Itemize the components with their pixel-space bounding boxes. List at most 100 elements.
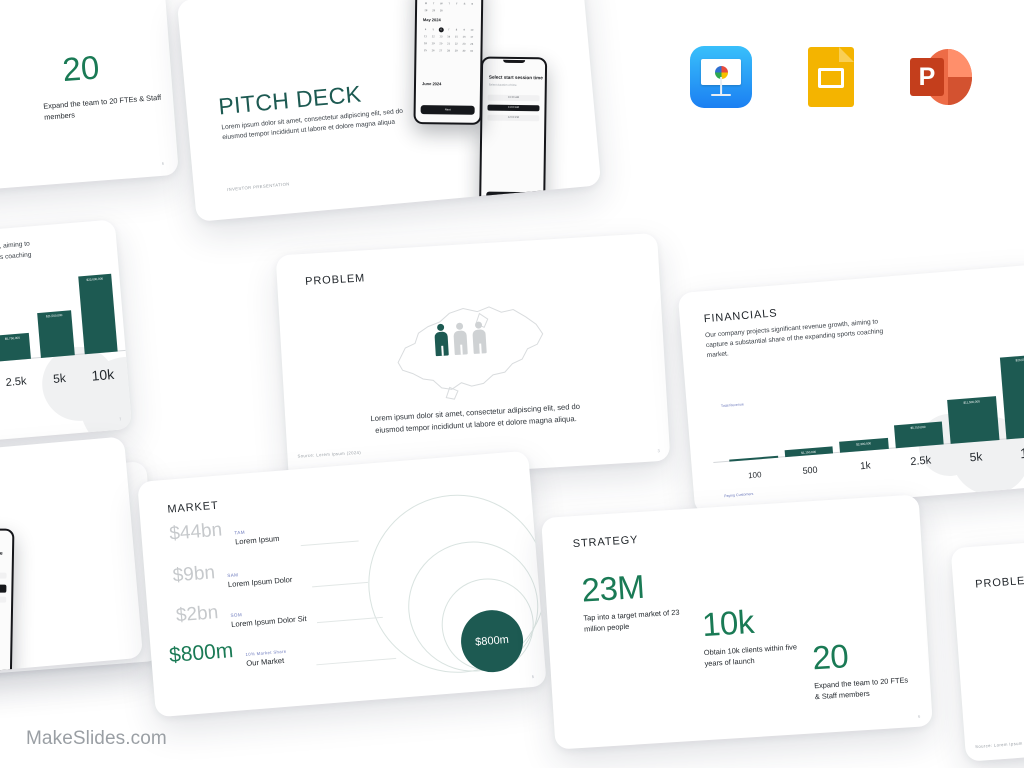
time-option-3[interactable]: 12:00 PM: [487, 114, 540, 122]
day-cell[interactable]: 29: [432, 9, 436, 13]
chart-x-axis-label: Paying Customers: [724, 491, 754, 498]
site-logo[interactable]: MakeSlides.com: [26, 728, 167, 749]
powerpoint-icon[interactable]: P: [910, 46, 972, 108]
phone-mockup-session-time: Select start session time Select duratio…: [0, 527, 15, 682]
day-cell[interactable]: 11: [424, 35, 427, 39]
day-cell[interactable]: 5: [432, 28, 435, 32]
day-cell[interactable]: 23: [462, 42, 466, 46]
day-cell[interactable]: 9: [463, 28, 465, 32]
chart-bars: $2,300,000 $5,750,000 $11,500,000 $23,00…: [0, 262, 118, 365]
day-cell[interactable]: 25: [423, 49, 427, 53]
day-cell[interactable]: 29: [454, 49, 458, 53]
slide-card-problem-partial-right[interactable]: PROBLEM Source: Lorem Ipsum (2024): [950, 524, 1024, 762]
day-cell[interactable]: 24: [470, 42, 474, 46]
slide-title-problem: PROBLEM: [304, 272, 366, 288]
day-cell[interactable]: 26: [431, 49, 435, 53]
weekday-cell: M: [424, 2, 428, 6]
calendar-weekday-row: M T W T F S S: [422, 1, 476, 7]
bar: $11,500,000: [37, 310, 75, 358]
people-icon-group: [434, 321, 487, 357]
bar-column: $23,000,000: [999, 353, 1024, 440]
day-cell[interactable]: 22: [454, 42, 458, 46]
day-cell[interactable]: 28: [447, 49, 450, 53]
day-cell[interactable]: 28: [424, 9, 428, 13]
day-cell[interactable]: 16: [462, 35, 466, 39]
day-cell[interactable]: 7: [448, 28, 450, 32]
market-tier-som: $2bn SOM Lorem Ipsum Dolor Sit: [175, 595, 307, 633]
day-cell-selected[interactable]: 6: [438, 27, 444, 33]
kpi-block-team: 20 Expand the team to 20 FTEs & Staff me…: [811, 635, 915, 702]
time-option-2[interactable]: 11:00 AM: [487, 104, 540, 112]
slide-card-strategy[interactable]: STRATEGY 23M Tap into a target market of…: [541, 494, 933, 750]
slide-card-pitch-deck[interactable]: PITCH DECK Lorem ipsum dolor sit amet, c…: [176, 0, 602, 222]
day-cell[interactable]: 20: [439, 42, 443, 46]
slide-page-number: 3: [657, 448, 660, 454]
slides-frame: [818, 68, 844, 89]
kpi-block-clients: 10k Obtain 10k clients within five years…: [701, 602, 811, 670]
day-cell[interactable]: 8: [455, 28, 458, 32]
google-slides-icon[interactable]: [800, 46, 862, 108]
weekday-cell: T: [448, 2, 450, 6]
day-cell[interactable]: 21: [447, 42, 451, 46]
slide-card-market[interactable]: MARKET $800m $44bn TAM Lorem Ipsum $9bn: [137, 450, 547, 718]
tier-text: SAM Lorem Ipsum Dolor: [227, 568, 293, 589]
day-cell[interactable]: 12: [431, 35, 435, 39]
slide-content: PITCH DECK Lorem ipsum dolor sit amet, c…: [177, 0, 601, 222]
weekday-cell: F: [456, 2, 458, 6]
slide-title-strategy: STRATEGY: [572, 534, 639, 551]
day-cell[interactable]: 30: [439, 9, 443, 13]
slide-page-number: 5: [531, 673, 535, 680]
tier-text: 10% Market Share Our Market: [245, 649, 287, 668]
time-option-1[interactable]: 10:00 AM: [487, 94, 540, 102]
phone-heading: Select start session time: [488, 74, 543, 81]
keynote-base: [711, 94, 731, 96]
bar: $23,000,000: [77, 273, 118, 355]
calendar-prev-month-row: 28 29 30: [422, 8, 476, 14]
person-body: [434, 331, 449, 357]
kpi-number: 23M: [580, 567, 646, 609]
subtitle-cut-1: ue growth, aiming to: [0, 240, 31, 253]
slide-card-financials[interactable]: FINANCIALS Our company projects signific…: [677, 263, 1024, 515]
calendar-week-row-3: 18 19 20 21 22 23 24: [422, 41, 476, 47]
day-cell[interactable]: 18: [423, 42, 427, 46]
x-tick-label: 100: [747, 469, 762, 480]
time-option-3[interactable]: 12:00 PM: [0, 595, 7, 603]
slide-card-phone-partial-bottomleft[interactable]: Select start session time Select duratio…: [0, 436, 144, 682]
slide-source-label: Source: Lorem Ipsum (2024): [297, 449, 362, 459]
time-option-1[interactable]: 10:00 AM: [0, 571, 7, 579]
day-cell[interactable]: 17: [470, 35, 474, 39]
slide-content: Select start session time Select duratio…: [0, 436, 143, 682]
slide-card-strategy-partial-topleft[interactable]: k s within nch 20 Expand the team to 20 …: [0, 0, 179, 197]
tier-text: TAM Lorem Ipsum: [234, 527, 279, 547]
day-cell[interactable]: 13: [439, 35, 443, 39]
tier-label: Lorem Ipsum: [234, 533, 280, 547]
slide-content: STRATEGY 23M Tap into a target market of…: [541, 494, 933, 749]
phone-cta-button[interactable]: Next: [486, 191, 539, 202]
person-body: [453, 330, 468, 356]
day-cell[interactable]: 10: [470, 28, 474, 32]
day-cell[interactable]: 27: [439, 49, 443, 53]
slide-page-number: 6: [917, 713, 921, 719]
time-option-2[interactable]: 11:00 AM: [0, 583, 7, 593]
slide-content: ue growth, aiming to nding sports coachi…: [0, 219, 133, 458]
calendar-week-row-4: 25 26 27 28 29 30 31: [421, 48, 475, 54]
slides-document-shape: [808, 47, 854, 107]
market-tier-sam: $9bn SAM Lorem Ipsum Dolor: [172, 556, 293, 593]
day-cell[interactable]: 4: [424, 28, 427, 32]
x-tick-label: 1k: [859, 459, 872, 472]
x-tick-label: 2.5k: [909, 454, 932, 469]
day-cell[interactable]: 14: [447, 35, 451, 39]
calendar-week-row-2: 11 12 13 14 15 16 17: [422, 34, 476, 40]
day-cell[interactable]: 19: [431, 42, 435, 46]
keynote-icon[interactable]: [690, 46, 752, 108]
slide-card-problem[interactable]: PROBLEM: [275, 232, 671, 484]
weekday-cell: T: [432, 2, 435, 6]
person-icon: [472, 321, 487, 354]
slide-card-financials-partial-left[interactable]: ue growth, aiming to nding sports coachi…: [0, 219, 133, 459]
phone-cta-button[interactable]: Next: [420, 105, 475, 115]
kpi-number: 10k: [700, 602, 755, 644]
day-cell[interactable]: 31: [470, 49, 474, 53]
day-cell[interactable]: 15: [454, 35, 458, 39]
day-cell[interactable]: 30: [462, 49, 466, 53]
